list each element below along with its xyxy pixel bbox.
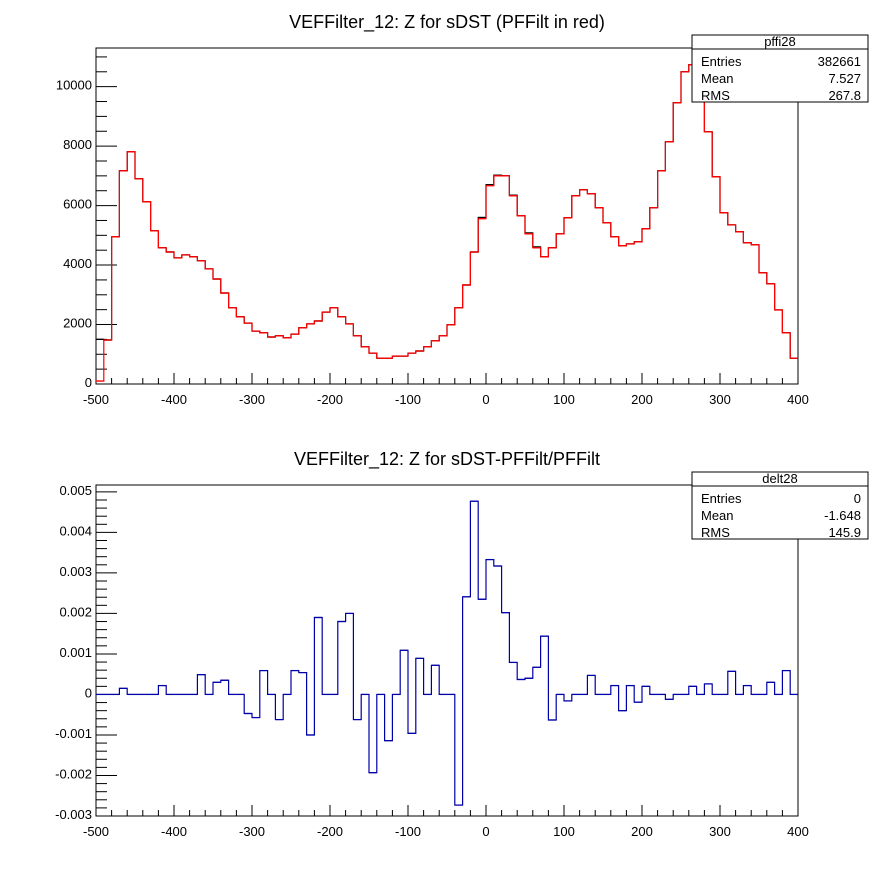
x-tick-label: -500	[83, 392, 109, 407]
stats-box-name: delt28	[762, 471, 797, 486]
x-tick-label: 400	[787, 824, 809, 839]
x-tick-label: -200	[317, 392, 343, 407]
histogram-pffilt-line	[96, 64, 798, 382]
stats-box-name: pffi28	[764, 34, 796, 49]
y-tick-label: 0	[85, 375, 92, 390]
x-tick-label: -300	[239, 392, 265, 407]
x-tick-label: 100	[553, 824, 575, 839]
stats-value: 267.8	[828, 88, 861, 103]
x-tick-label: 200	[631, 824, 653, 839]
stats-label: RMS	[701, 88, 730, 103]
histogram-delta-line	[96, 500, 798, 806]
y-tick-label: -0.001	[55, 726, 92, 741]
stats-box-frame	[691, 471, 869, 540]
x-tick-label: -100	[395, 392, 421, 407]
stats-value: 0	[854, 491, 861, 506]
x-tick-label: 0	[482, 824, 489, 839]
x-tick-label: -300	[239, 824, 265, 839]
stats-box: pffi28 Entries 382661 Mean 7.527 RMS 267.8	[691, 34, 869, 103]
y-tick-label: 0.001	[59, 645, 92, 660]
x-tick-label: 300	[709, 824, 731, 839]
y-tick-label: 0.003	[59, 564, 92, 579]
y-tick-label: 0	[85, 685, 92, 700]
x-tick-label: 200	[631, 392, 653, 407]
bottom-chart-title: VEFFilter_12: Z for sDST-PFFilt/PFFilt	[294, 449, 600, 470]
stats-value: 145.9	[828, 525, 861, 540]
y-tick-label: -0.002	[55, 766, 92, 781]
stats-label: Entries	[701, 54, 742, 69]
y-tick-label: 4000	[63, 256, 92, 271]
x-tick-label: -400	[161, 392, 187, 407]
x-tick-label: 100	[553, 392, 575, 407]
stats-label: Mean	[701, 71, 734, 86]
x-tick-label: 400	[787, 392, 809, 407]
x-tick-label: -500	[83, 824, 109, 839]
stats-box-frame	[691, 34, 869, 103]
stats-value: 382661	[818, 54, 861, 69]
stats-label: RMS	[701, 525, 730, 540]
x-tick-label: -400	[161, 824, 187, 839]
x-tick-label: 0	[482, 392, 489, 407]
y-tick-label: -0.003	[55, 807, 92, 822]
plot-frame	[95, 484, 799, 817]
y-tick-label: 2000	[63, 316, 92, 331]
y-tick-label: 0.002	[59, 604, 92, 619]
x-tick-label: -100	[395, 824, 421, 839]
y-tick-label: 6000	[63, 197, 92, 212]
histogram-sdst-line	[96, 64, 798, 359]
y-tick-label: 10000	[56, 78, 92, 93]
y-tick-label: 0.005	[59, 483, 92, 498]
stats-label: Entries	[701, 491, 742, 506]
x-tick-label: 300	[709, 392, 731, 407]
y-tick-label: 0.004	[59, 523, 92, 538]
top-pad: VEFFilter_12: Z for sDST (PFFilt in red)…	[56, 12, 869, 407]
stats-label: Mean	[701, 508, 734, 523]
top-chart-title: VEFFilter_12: Z for sDST (PFFilt in red)	[289, 12, 605, 33]
y-tick-label: 8000	[63, 137, 92, 152]
bottom-pad: VEFFilter_12: Z for sDST-PFFilt/PFFilt -…	[55, 449, 869, 839]
x-tick-label: -200	[317, 824, 343, 839]
stats-value: 7.527	[828, 71, 861, 86]
stats-box: delt28 Entries 0 Mean -1.648 RMS 145.9	[691, 471, 869, 540]
plot-frame	[95, 47, 799, 385]
stats-value: -1.648	[824, 508, 861, 523]
